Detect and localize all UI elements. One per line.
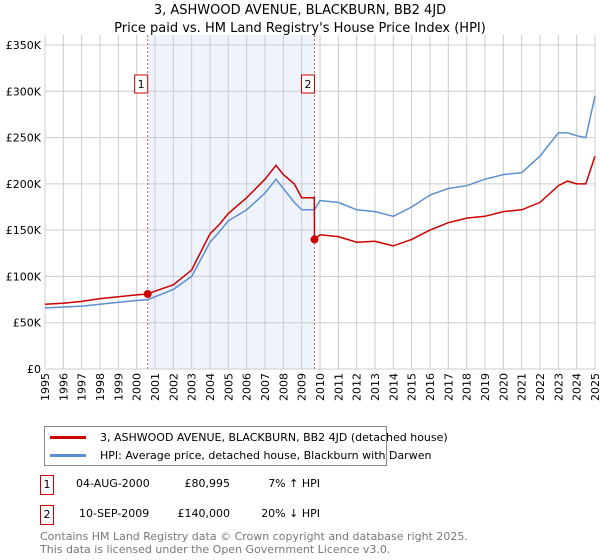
x-tick-label: 2003 — [186, 373, 199, 401]
x-tick-label: 2009 — [296, 373, 309, 401]
y-tick-label: £100K — [6, 270, 42, 283]
x-tick-label: 2008 — [277, 373, 290, 401]
x-tick-label: 2018 — [461, 373, 474, 401]
x-tick-label: 1995 — [39, 373, 52, 401]
x-tick-label: 2005 — [222, 373, 235, 401]
transaction-hpi-diff: 20% ↓ HPI — [261, 507, 320, 520]
x-tick-label: 2002 — [167, 373, 180, 401]
x-tick-label: 2013 — [369, 373, 382, 401]
sale-marker-box — [301, 74, 315, 94]
transaction-date: 10-SEP-2009 — [79, 507, 150, 520]
y-tick-label: £0 — [27, 363, 41, 376]
price-chart: 1995 1996 1997 1998 1999 2000 2001 2002 2003 2004… — [6, 35, 600, 401]
transaction-number: 2 — [40, 505, 54, 525]
transaction-hpi-diff: 7% ↑ HPI — [268, 477, 320, 490]
footer-line: Contains HM Land Registry data © Crown c… — [40, 530, 468, 543]
blue-line-swatch — [50, 453, 86, 457]
shaded-period — [147, 35, 315, 369]
legend-item-property: 3, ASHWOOD AVENUE, BLACKBURN, BB2 4JD (d… — [45, 429, 448, 445]
x-tick-label: 2011 — [332, 373, 345, 401]
y-tick-label: £350K — [6, 39, 42, 52]
x-tick-label: 2017 — [442, 373, 455, 401]
sale-marker-label: 2 — [305, 78, 312, 91]
transaction-number: 1 — [40, 475, 54, 495]
transaction-price: £80,995 — [184, 477, 231, 490]
legend: 3, ASHWOOD AVENUE, BLACKBURN, BB2 4JD (d… — [44, 426, 448, 466]
x-tick-label: 1999 — [112, 373, 125, 401]
sale-point — [310, 235, 319, 244]
footer-line: This data is licensed under the Open Gov… — [40, 543, 391, 556]
x-tick-label: 2000 — [131, 373, 144, 401]
transaction-price: £140,000 — [177, 507, 231, 520]
x-tick-label: 2022 — [534, 373, 547, 401]
x-tick-label: 2024 — [571, 373, 584, 401]
x-tick-label: 1998 — [94, 373, 107, 401]
x-tick-label: 2007 — [259, 373, 272, 401]
x-tick-label: 2021 — [516, 373, 529, 401]
series-line — [44, 95, 596, 309]
transaction-date: 04-AUG-2000 — [76, 477, 150, 490]
sale-marker-box — [134, 74, 149, 94]
legend-label: 3, ASHWOOD AVENUE, BLACKBURN, BB2 4JD (d… — [100, 430, 448, 444]
x-tick-label: 2016 — [424, 373, 437, 401]
sale-marker-label: 1 — [138, 78, 145, 91]
x-tick-label: 2006 — [241, 373, 254, 401]
legend-label: HPI: Average price, detached house, Blac… — [100, 448, 432, 462]
chart-title: 3, ASHWOOD AVENUE, BLACKBURN, BB2 4JD — [153, 3, 447, 18]
x-tick-label: 2025 — [589, 373, 600, 401]
x-tick-label: 1997 — [76, 373, 89, 401]
x-tick-label: 2015 — [406, 373, 419, 401]
x-tick-label: 2014 — [387, 373, 400, 401]
x-tick-label: 2012 — [351, 373, 364, 401]
legend-item-hpi: HPI: Average price, detached house, Blac… — [45, 447, 431, 463]
x-tick-label: 2001 — [149, 373, 162, 401]
footer: Contains HM Land Registry data © Crown c… — [40, 530, 468, 556]
x-tick-label: 2020 — [497, 373, 510, 401]
y-tick-label: £200K — [6, 178, 42, 191]
x-tick-label: 2004 — [204, 373, 217, 401]
chart-subtitle: Price paid vs. HM Land Registry's House … — [114, 21, 486, 36]
x-tick-label: 1996 — [57, 373, 70, 401]
sale-point — [143, 290, 152, 299]
y-tick-label: £300K — [6, 85, 42, 98]
x-tick-label: 2010 — [314, 373, 327, 401]
x-tick-label: 2023 — [552, 373, 565, 401]
y-tick-label: £50K — [13, 317, 42, 330]
y-tick-label: £250K — [6, 132, 42, 145]
red-line-swatch — [50, 435, 86, 439]
x-tick-label: 2019 — [479, 373, 492, 401]
y-tick-label: £150K — [6, 224, 42, 237]
